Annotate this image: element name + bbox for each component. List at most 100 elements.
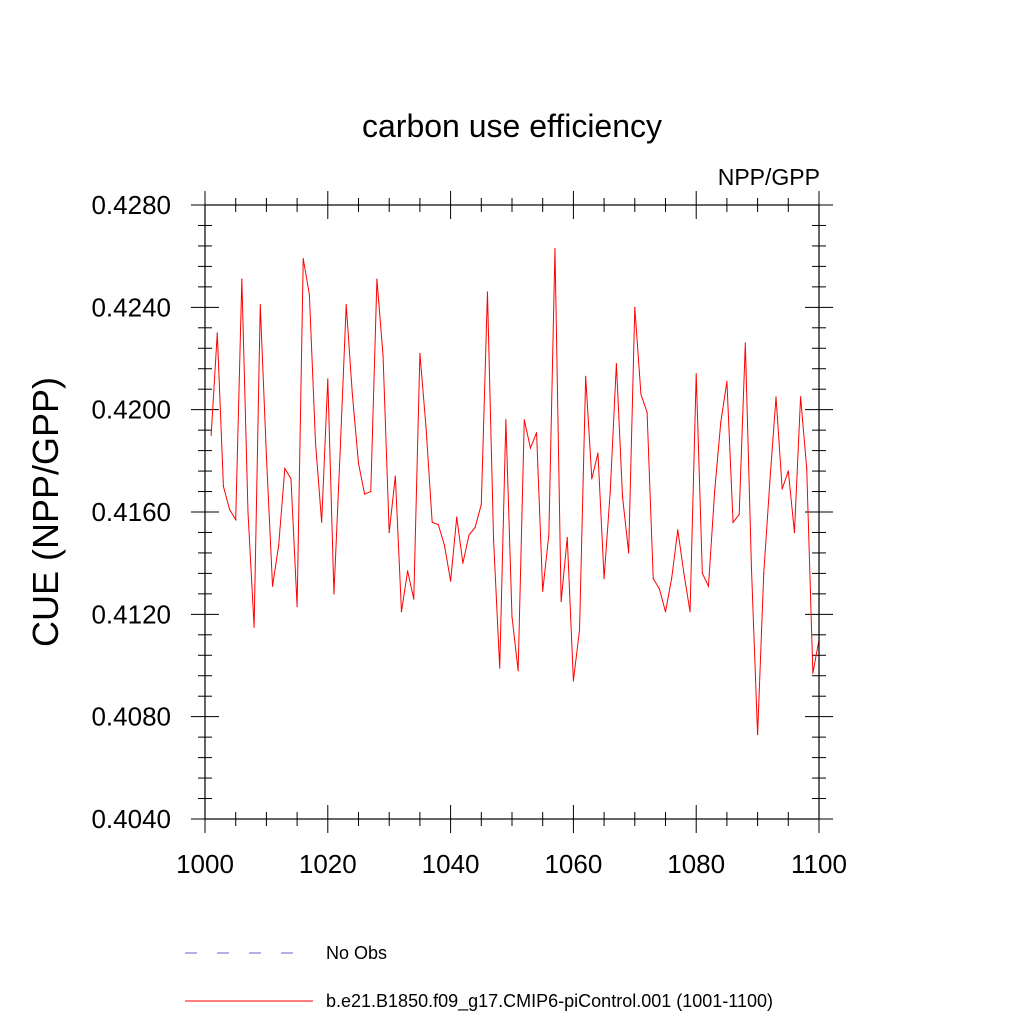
data-point	[744, 342, 746, 344]
data-point	[413, 598, 415, 600]
data-point	[542, 590, 544, 592]
data-point	[247, 511, 249, 513]
data-point	[241, 278, 243, 280]
data-point	[284, 467, 286, 470]
data-point	[750, 567, 753, 569]
series-line-1	[210, 248, 820, 735]
data-point	[763, 572, 765, 575]
data-point	[707, 585, 710, 587]
data-point	[634, 306, 636, 308]
data-point	[308, 293, 310, 296]
data-point	[548, 534, 550, 536]
data-point	[695, 373, 697, 375]
data-point	[769, 480, 771, 482]
data-point	[554, 247, 556, 250]
data-point	[314, 442, 317, 444]
data-point	[591, 478, 593, 480]
data-point	[302, 258, 304, 260]
data-point	[806, 467, 808, 470]
data-point	[714, 490, 716, 493]
data-point	[425, 426, 427, 429]
data-point	[492, 539, 495, 541]
data-point	[640, 393, 642, 395]
data-point	[419, 352, 421, 354]
data-point	[787, 470, 789, 472]
data-point	[683, 572, 685, 575]
data-point	[560, 600, 562, 603]
data-point	[628, 552, 630, 554]
data-point	[376, 278, 378, 280]
data-point	[720, 421, 722, 424]
data-point	[799, 396, 802, 398]
data-point	[529, 447, 532, 449]
data-point	[450, 580, 452, 582]
data-point	[253, 626, 255, 628]
data-point	[222, 485, 225, 488]
x-tick-label: 1040	[422, 849, 480, 879]
data-point	[351, 393, 353, 395]
data-point	[259, 304, 261, 306]
data-point	[597, 452, 599, 454]
data-point	[462, 562, 464, 564]
data-point	[370, 490, 372, 493]
data-point	[671, 577, 673, 580]
y-axis-label: CUE (NPP/GPP)	[25, 377, 66, 647]
data-point	[677, 529, 679, 531]
data-point	[511, 616, 513, 618]
data-point	[585, 375, 587, 378]
x-tick-label: 1020	[299, 849, 357, 879]
data-point	[535, 432, 538, 434]
y-tick-label: 0.4120	[91, 599, 171, 629]
x-tick-label: 1060	[544, 849, 602, 879]
data-point	[339, 452, 341, 454]
legend-label-picontrol: b.e21.B1850.f09_g17.CMIP6-piControl.001 …	[326, 991, 773, 1012]
x-tick-label: 1100	[791, 849, 847, 879]
data-point	[572, 680, 575, 682]
data-point	[609, 490, 611, 493]
data-point	[474, 526, 476, 528]
data-point	[505, 419, 507, 421]
data-point	[658, 588, 660, 590]
y-tick-label: 0.4280	[91, 190, 171, 220]
data-point	[228, 508, 231, 511]
data-point	[480, 503, 482, 505]
data-point	[443, 544, 446, 546]
data-point	[216, 332, 218, 334]
data-point	[345, 304, 347, 306]
data-point	[296, 606, 298, 608]
data-point	[793, 531, 796, 534]
data-point	[812, 672, 814, 674]
data-point	[578, 629, 581, 631]
y-tick-label: 0.4040	[91, 804, 171, 834]
data-point	[321, 521, 323, 523]
data-point	[486, 291, 489, 293]
y-tick-label: 0.4200	[91, 395, 171, 425]
data-point	[499, 667, 501, 669]
data-point	[738, 513, 740, 516]
data-point	[775, 396, 777, 398]
data-point	[333, 593, 335, 595]
data-point	[290, 478, 292, 480]
data-point	[431, 521, 433, 523]
data-point	[382, 355, 384, 357]
y-tick-label: 0.4160	[91, 497, 171, 527]
data-point	[271, 585, 274, 587]
data-point	[652, 577, 654, 580]
data-point	[235, 519, 237, 521]
data-point	[437, 524, 439, 526]
data-point	[726, 380, 728, 383]
data-point	[523, 419, 525, 421]
y-tick-label: 0.4240	[91, 292, 171, 322]
data-point	[468, 534, 470, 536]
axis-ticks	[191, 191, 833, 833]
data-point	[210, 434, 212, 436]
x-tick-label: 1000	[176, 849, 234, 879]
data-point	[689, 611, 691, 613]
data-point	[701, 572, 703, 575]
data-point	[781, 488, 783, 490]
data-point	[394, 475, 396, 477]
data-point	[664, 611, 667, 613]
data-point	[621, 496, 624, 498]
data-point	[732, 521, 734, 523]
